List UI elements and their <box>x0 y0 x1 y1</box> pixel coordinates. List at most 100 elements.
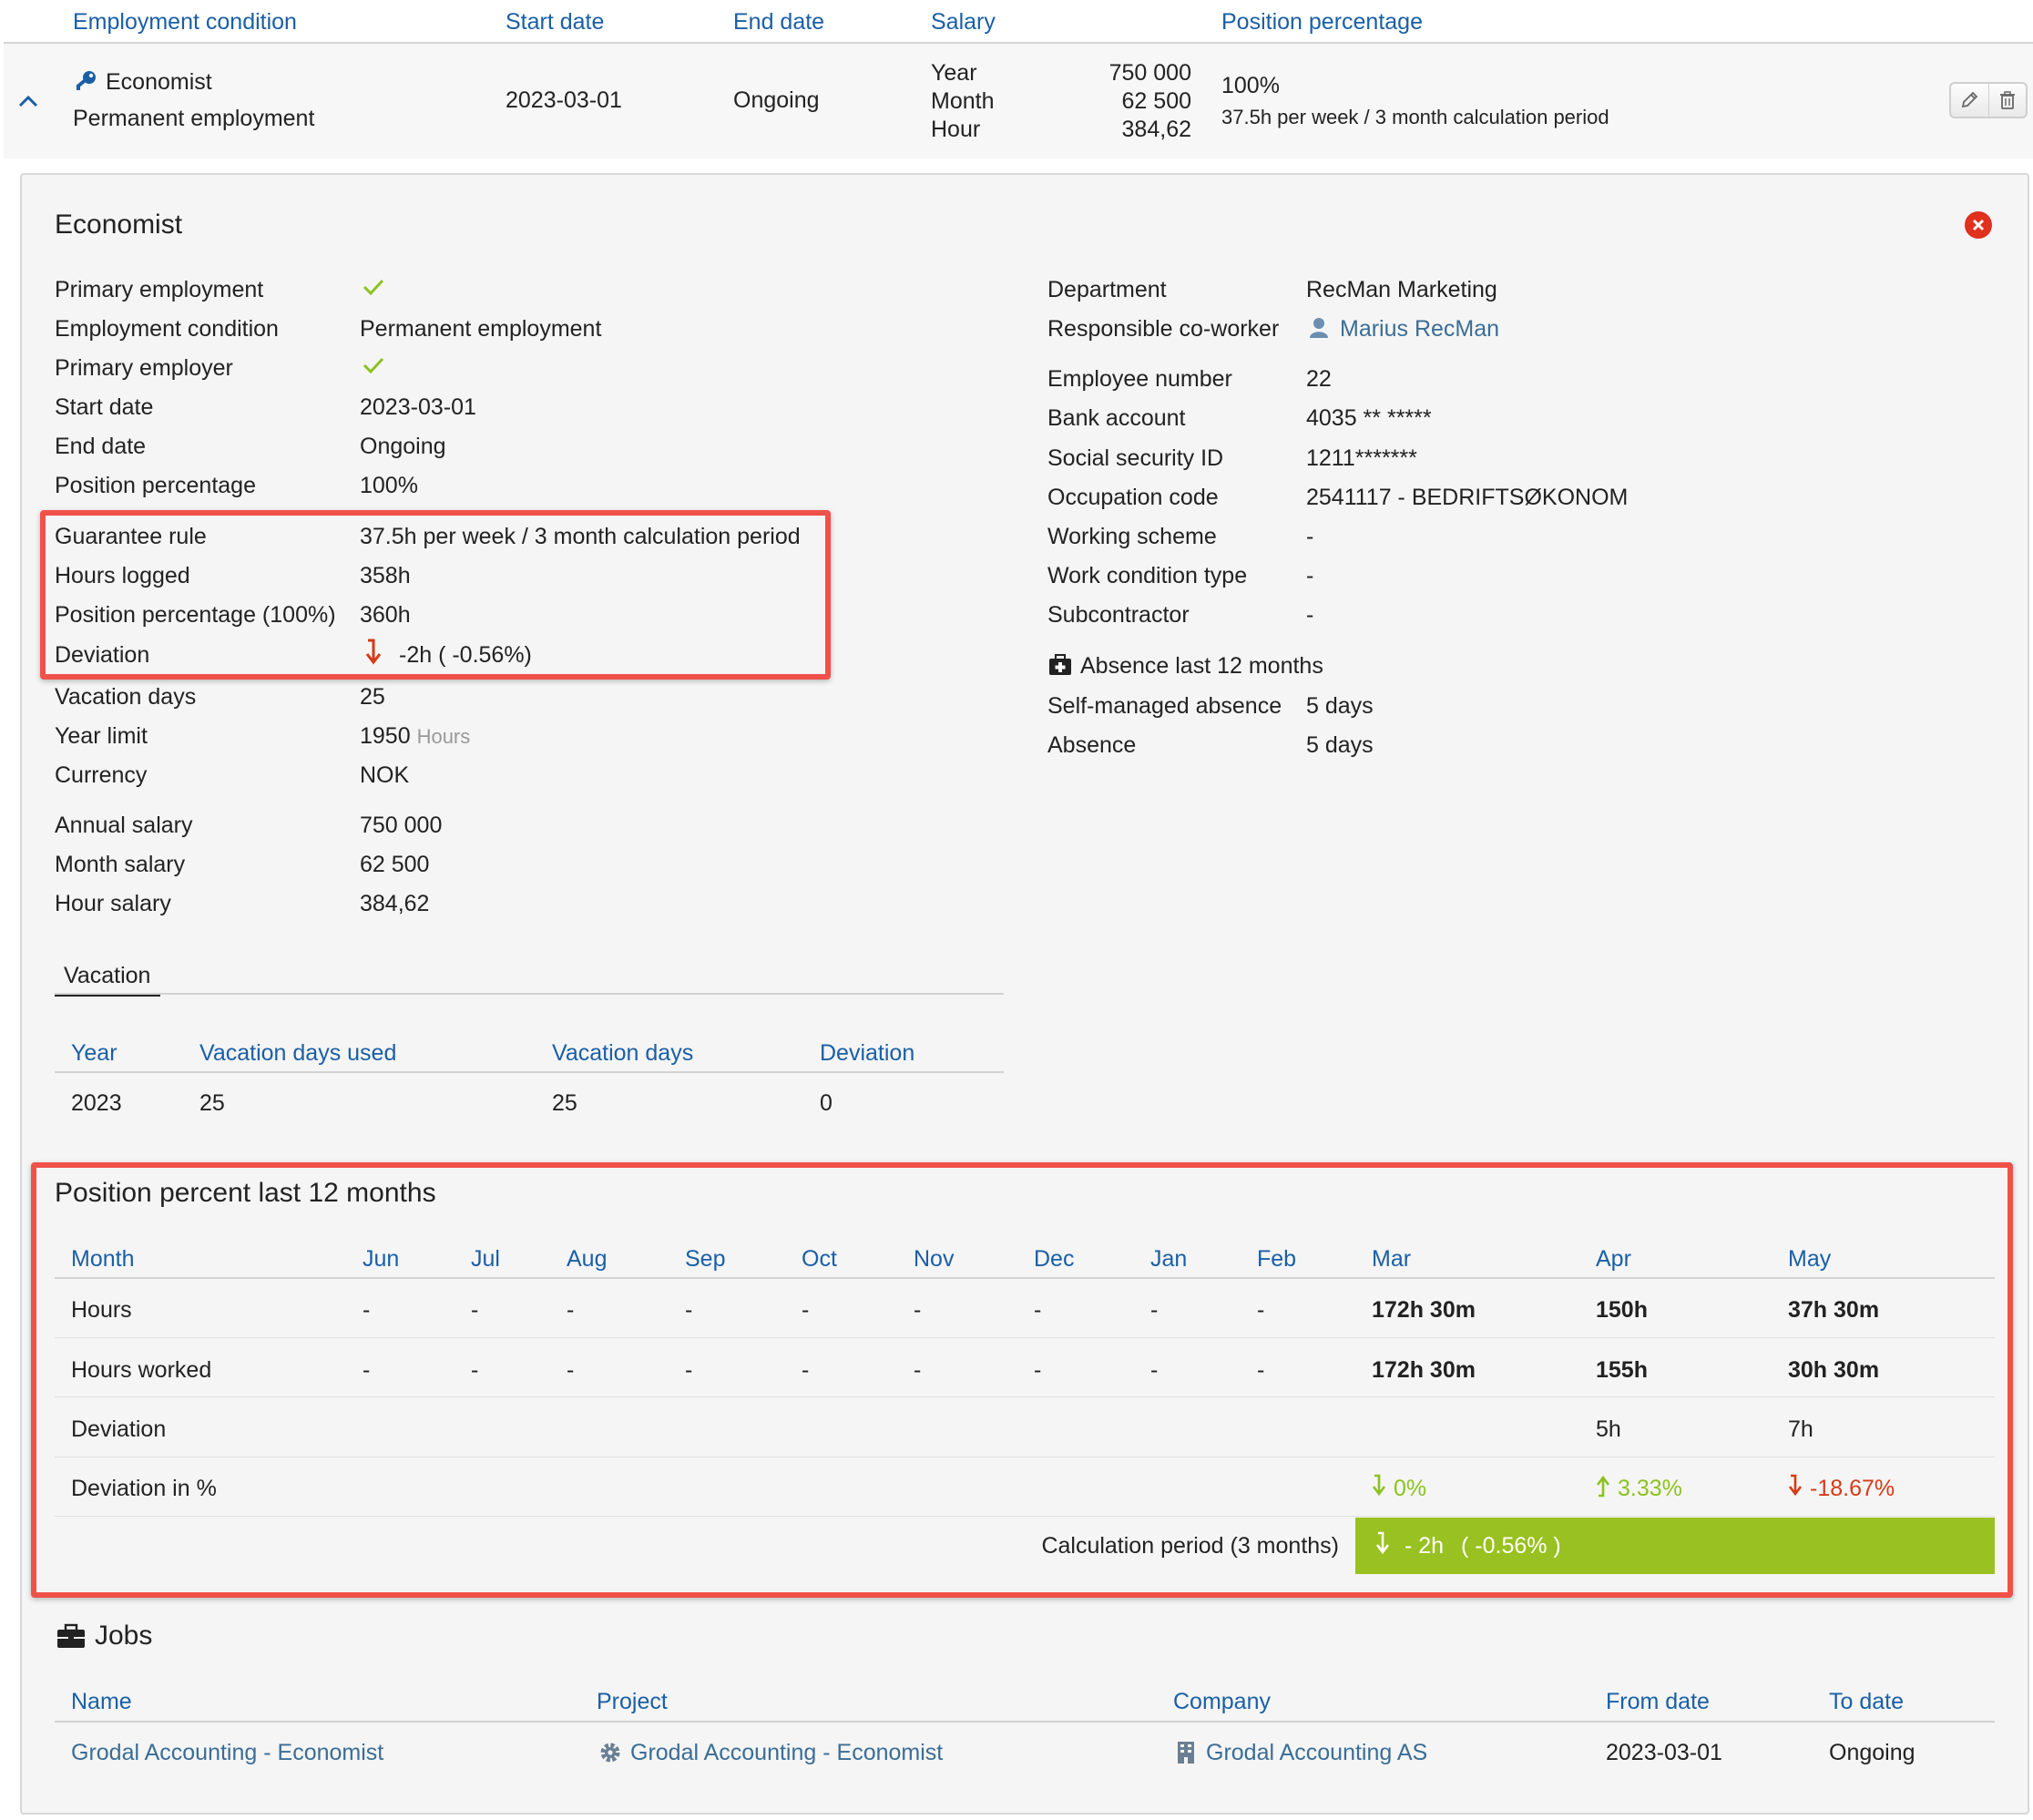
calculation-period-percent: ( -0.56% ) <box>1461 1533 1561 1559</box>
jobs-header-company[interactable]: Company <box>1173 1689 1271 1714</box>
hours-worked-cell-apr: 155h <box>1596 1357 1648 1383</box>
month-header-may: May <box>1788 1246 1832 1272</box>
absence-title: Absence last 12 months <box>1080 653 1323 679</box>
jobs-header-to-date[interactable]: To date <box>1829 1689 1905 1714</box>
field-value-hour-salary: 384,62 <box>360 891 430 916</box>
field-value-currency: NOK <box>360 762 410 788</box>
arrow-down-icon <box>364 638 386 673</box>
field-value-position-percentage-hours: 360h <box>360 602 411 628</box>
collapse-chevron-icon[interactable] <box>18 87 38 114</box>
calculation-period-value: - 2h <box>1405 1533 1445 1559</box>
deviation-cell-may: 7h <box>1788 1416 1813 1442</box>
vacation-header-days-used[interactable]: Vacation days used <box>199 1040 397 1066</box>
deviation-cell-apr: 5h <box>1596 1416 1621 1442</box>
close-button[interactable] <box>1965 211 1992 239</box>
absence-label-self-managed: Self-managed absence <box>1047 693 1282 719</box>
field-label-month-salary: Month salary <box>55 852 186 877</box>
field-value-occupation-code: 2541117 - BEDRIFTSØKONOM <box>1306 485 1629 510</box>
employment-subtitle: Permanent employment <box>73 106 315 131</box>
job-name-link[interactable]: Grodal Accounting - Economist <box>71 1740 384 1765</box>
jobs-header-name[interactable]: Name <box>71 1689 132 1714</box>
field-value-work-condition-type: - <box>1306 563 1314 588</box>
field-value-end-date: Ongoing <box>360 434 446 459</box>
field-value-employee-number: 22 <box>1306 366 1332 392</box>
edit-button[interactable] <box>1951 84 1988 117</box>
jobs-header-project[interactable]: Project <box>597 1689 668 1714</box>
job-project-link[interactable]: Grodal Accounting - Economist <box>630 1740 944 1765</box>
briefcase-icon <box>56 1623 86 1655</box>
tab-divider <box>55 993 1004 995</box>
employment-table-header: Employment condition Start date End date… <box>4 0 2033 44</box>
field-value-bank-account: 4035 ** ***** <box>1306 405 1432 431</box>
row-label-deviation-percent: Deviation in % <box>71 1476 217 1501</box>
field-value-guarantee-rule: 37.5h per week / 3 month calculation per… <box>360 524 801 549</box>
column-header-salary[interactable]: Salary <box>931 9 996 35</box>
field-label-end-date: End date <box>55 434 147 459</box>
employment-summary-row[interactable]: Economist Permanent employment 2023-03-0… <box>4 44 2033 158</box>
row-divider <box>55 1516 1995 1517</box>
jobs-header-divider <box>55 1721 1995 1723</box>
row-divider <box>55 1337 1995 1338</box>
field-label-guarantee-rule: Guarantee rule <box>55 524 207 549</box>
hours-cell: - <box>1257 1297 1265 1323</box>
edit-delete-button-group <box>1949 82 2028 118</box>
field-label-employment-condition: Employment condition <box>55 316 279 342</box>
building-icon <box>1177 1741 1195 1771</box>
hours-cell-apr: 150h <box>1596 1297 1648 1323</box>
field-value-start-date: 2023-03-01 <box>360 394 476 420</box>
field-label-year-limit: Year limit <box>55 723 148 749</box>
hours-cell: - <box>567 1297 575 1323</box>
employment-title: Economist <box>106 69 212 95</box>
column-header-employment-condition[interactable]: Employment condition <box>73 9 297 35</box>
medical-kit-icon <box>1047 653 1073 683</box>
field-value-month-salary: 62 500 <box>360 852 430 877</box>
jobs-header-from-date[interactable]: From date <box>1606 1689 1710 1714</box>
column-header-start-date[interactable]: Start date <box>506 9 605 35</box>
tab-vacation-underline <box>55 993 160 997</box>
checkmark-icon <box>362 355 385 382</box>
field-label-primary-employer: Primary employer <box>55 355 233 381</box>
jobs-title: Jobs <box>95 1621 153 1651</box>
column-header-end-date[interactable]: End date <box>733 9 825 35</box>
column-header-position-percentage[interactable]: Position percentage <box>1221 9 1423 35</box>
month-header-jan: Jan <box>1150 1246 1188 1272</box>
field-label-occupation-code: Occupation code <box>1047 485 1219 510</box>
hours-worked-cell-mar: 172h 30m <box>1372 1357 1476 1383</box>
hours-cell: - <box>471 1297 479 1323</box>
hours-cell: - <box>914 1297 922 1323</box>
hours-cell-mar: 172h 30m <box>1372 1297 1476 1323</box>
field-label-annual-salary: Annual salary <box>55 813 193 838</box>
hours-worked-cell: - <box>567 1357 575 1383</box>
hours-cell: - <box>802 1297 810 1323</box>
field-value-position-percentage: 100% <box>360 473 418 498</box>
field-label-hour-salary: Hour salary <box>55 891 171 916</box>
field-label-primary-employment: Primary employment <box>55 277 264 302</box>
vacation-header-year[interactable]: Year <box>71 1040 117 1066</box>
hours-cell: - <box>685 1297 693 1323</box>
hours-worked-cell: - <box>685 1357 693 1383</box>
tab-vacation[interactable]: Vacation <box>64 963 151 988</box>
vacation-header-days[interactable]: Vacation days <box>552 1040 694 1066</box>
vacation-header-divider <box>55 1071 1004 1073</box>
field-label-position-percentage-hours: Position percentage (100%) <box>55 602 336 628</box>
user-icon <box>1309 317 1329 345</box>
year-limit-unit: Hours <box>416 725 471 748</box>
vacation-header-deviation[interactable]: Deviation <box>820 1040 915 1066</box>
month-header-jul: Jul <box>471 1246 500 1272</box>
job-to-date: Ongoing <box>1829 1740 1916 1765</box>
field-value-annual-salary: 750 000 <box>360 813 443 838</box>
delete-button[interactable] <box>1987 84 2027 117</box>
salary-label-year: Year <box>931 60 977 86</box>
field-label-start-date: Start date <box>55 394 154 420</box>
absence-value-absence: 5 days <box>1306 732 1374 758</box>
calculation-period-bar: - 2h ( -0.56% ) <box>1355 1518 1995 1574</box>
field-value-subcontractor: - <box>1306 602 1314 628</box>
gear-icon <box>598 1741 622 1771</box>
job-company-link[interactable]: Grodal Accounting AS <box>1206 1740 1428 1765</box>
responsible-coworker-link[interactable]: Marius RecMan <box>1340 316 1500 342</box>
month-header-sep: Sep <box>685 1246 726 1272</box>
field-label-responsible-coworker: Responsible co-worker <box>1047 316 1280 342</box>
row-label-deviation: Deviation <box>71 1416 167 1442</box>
salary-label-month: Month <box>931 88 995 114</box>
hours-cell: - <box>363 1297 371 1323</box>
